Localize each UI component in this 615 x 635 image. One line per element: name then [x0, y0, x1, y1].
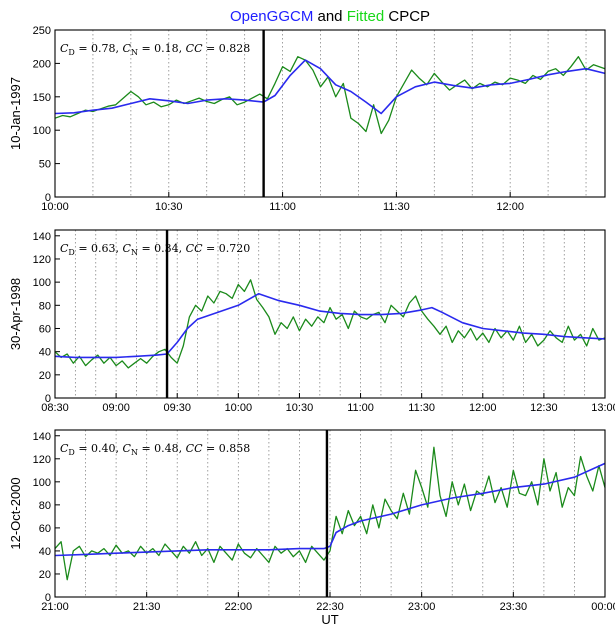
x-tick-label: 13:00 [591, 402, 615, 414]
series-line-fitted [54, 56, 606, 135]
y-tick-label: 250 [33, 25, 51, 37]
y-tick-label: 80 [39, 300, 51, 312]
series-line-fitted [54, 279, 606, 369]
x-tick-label: 08:30 [41, 402, 69, 414]
x-tick-label: 22:30 [316, 601, 344, 613]
y-tick-label: 80 [39, 500, 51, 512]
plot-frame [54, 229, 606, 399]
y-tick-label: 60 [39, 523, 51, 535]
y-axis-label: 12-Oct-2000 [8, 477, 23, 549]
series-line-openggcm [54, 59, 606, 115]
figure-title: OpenGGCM and Fitted CPCP [230, 8, 430, 25]
annotation-part: = 0.18, [138, 42, 186, 55]
y-tick-label: 100 [33, 125, 51, 137]
annotation-part: D [68, 248, 74, 257]
x-tick-label: 09:00 [102, 402, 130, 414]
annotation-part: CC [186, 242, 203, 255]
y-tick-label: 120 [33, 254, 51, 266]
y-tick-label: 0 [45, 192, 51, 204]
x-tick-label: 11:30 [408, 402, 435, 414]
title-cpcp: CPCP [384, 8, 430, 25]
annotation-part: N [131, 248, 138, 257]
annotation-part: D [68, 48, 74, 57]
annotation-part: = 0.48, [138, 442, 186, 455]
x-tick-label: 23:00 [408, 601, 436, 613]
x-tick-label: 11:00 [347, 402, 374, 414]
annotation-part: C [123, 42, 132, 55]
annotation-part: = 0.78, [75, 42, 123, 55]
panel-2: 08:30 09:00 09:30 10:00 10:30 11:00 11:30 12:00… [8, 229, 615, 414]
x-tick-label: 10:30 [155, 201, 183, 213]
x-tick-label: 12:00 [496, 201, 524, 213]
y-tick-label: 100 [33, 477, 51, 489]
panel-3: 21:00 21:30 22:00 22:30 23:00 23:30 00:00 0 20 40… [8, 429, 615, 613]
y-tick-label: 20 [39, 569, 51, 581]
x-tick-label: 10:00 [225, 402, 253, 414]
x-tick-label: 10:30 [286, 402, 314, 414]
x-tick-label: 09:30 [163, 402, 191, 414]
y-tick-label: 140 [33, 231, 51, 243]
y-axis-label: 30-Apr-1998 [8, 278, 23, 350]
y-tick-label: 60 [39, 323, 51, 335]
y-tick-label: 120 [33, 454, 51, 466]
plot-frame [54, 29, 606, 198]
annotation-part: N [131, 48, 138, 57]
fit-annotation: CD = 0.78, CN = 0.18, CC = 0.828 [60, 42, 250, 57]
fit-annotation: CD = 0.63, CN = 0.34, CC = 0.720 [60, 242, 250, 257]
annotation-part: N [131, 448, 138, 457]
annotation-part: C [60, 42, 69, 55]
annotation-part: = 0.34, [138, 242, 186, 255]
annotation-part: CC [186, 42, 203, 55]
y-tick-label: 50 [39, 159, 51, 171]
x-tick-label: 12:00 [469, 402, 497, 414]
y-tick-label: 20 [39, 370, 51, 382]
y-tick-label: 40 [39, 546, 51, 558]
annotation-part: C [123, 242, 132, 255]
x-tick-label: 11:00 [269, 201, 296, 213]
x-tick-label: 10:00 [41, 201, 69, 213]
x-tick-label: 21:00 [41, 601, 69, 613]
annotation-part: C [60, 242, 69, 255]
annotation-part: = 0.40, [75, 442, 123, 455]
y-axis-label: 10-Jan-1997 [8, 77, 23, 150]
annotation-part: C [123, 442, 132, 455]
annotation-part: = 0.858 [203, 442, 251, 455]
x-tick-label: 11:30 [383, 201, 410, 213]
annotation-part: = 0.63, [75, 242, 123, 255]
annotation-part: = 0.828 [203, 42, 251, 55]
panel-1: 10:00 10:30 11:00 11:30 12:00 0 50 100 150 200 250… [8, 25, 606, 213]
panels: 10:00 10:30 11:00 11:30 12:00050100150200250… [8, 25, 615, 613]
title-and: and [313, 8, 346, 25]
series-line-openggcm [54, 292, 606, 359]
y-tick-label: 0 [45, 592, 51, 604]
annotation-part: = 0.720 [203, 242, 251, 255]
series-line-openggcm [54, 462, 606, 557]
x-axis-label: UT [321, 612, 338, 627]
y-tick-label: 0 [45, 393, 51, 405]
annotation-part: CC [186, 442, 203, 455]
x-tick-label: 23:30 [500, 601, 528, 613]
title-fitted: Fitted [347, 8, 385, 25]
x-tick-label: 00:00 [591, 601, 615, 613]
y-tick-label: 200 [33, 58, 51, 70]
plot-frame [54, 429, 606, 598]
y-tick-label: 40 [39, 347, 51, 359]
y-tick-label: 140 [33, 431, 51, 443]
y-tick-label: 100 [33, 277, 51, 289]
fit-annotation: CD = 0.40, CN = 0.48, CC = 0.858 [60, 442, 250, 457]
y-tick-label: 150 [33, 92, 51, 104]
annotation-part: C [60, 442, 69, 455]
title-openggcm: OpenGGCM [230, 8, 313, 25]
x-tick-label: 21:30 [133, 601, 161, 613]
x-tick-label: 12:30 [530, 402, 558, 414]
annotation-part: D [68, 448, 74, 457]
x-tick-label: 22:00 [225, 601, 253, 613]
series-line-fitted [54, 446, 606, 581]
